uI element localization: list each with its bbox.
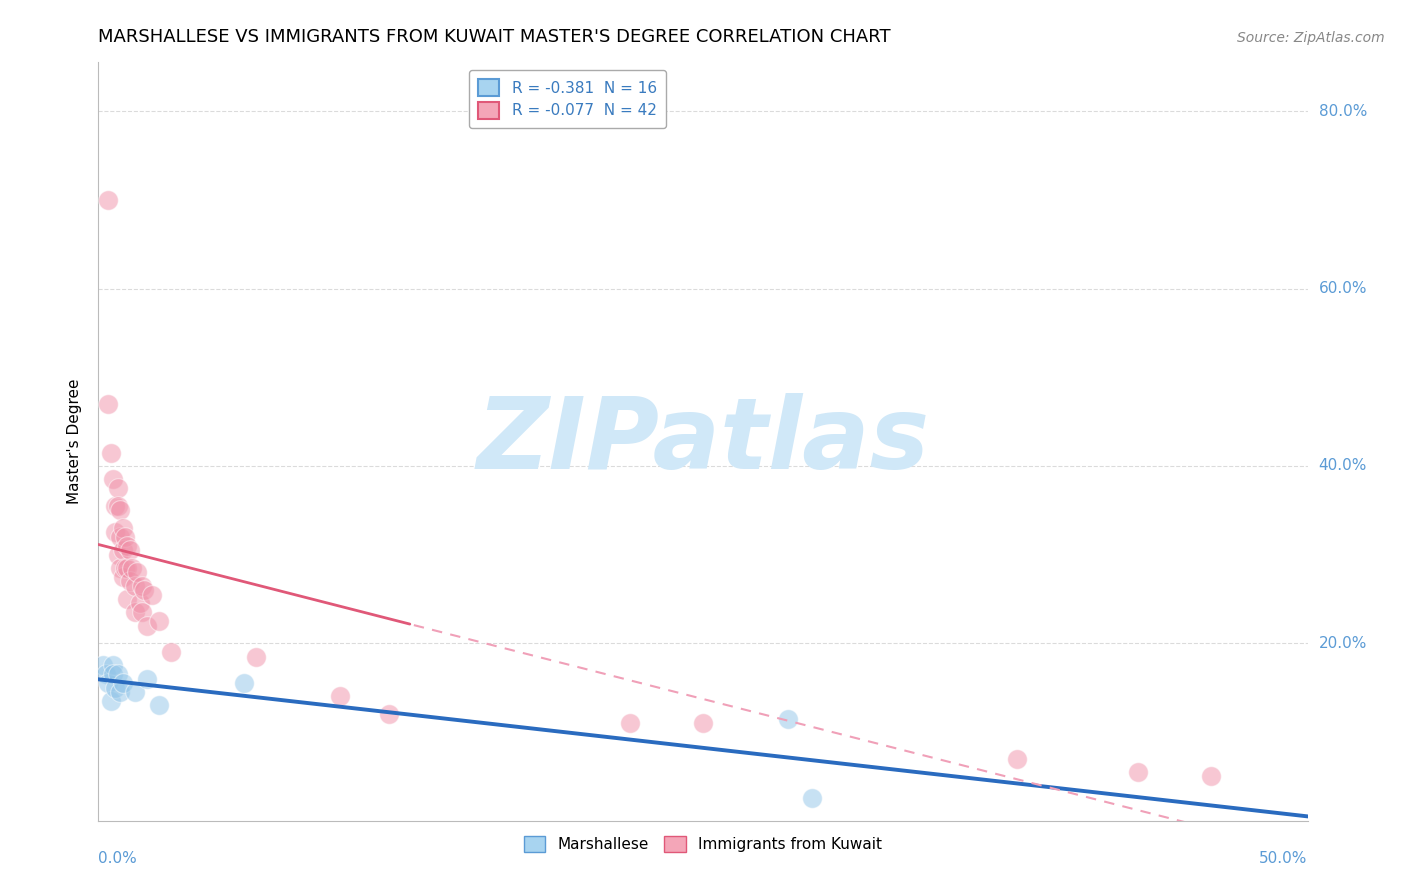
Text: 80.0%: 80.0% bbox=[1319, 103, 1367, 119]
Point bbox=[107, 667, 129, 681]
Y-axis label: Master's Degree: Master's Degree bbox=[67, 379, 83, 504]
Legend: Marshallese, Immigrants from Kuwait: Marshallese, Immigrants from Kuwait bbox=[517, 830, 889, 858]
Point bbox=[135, 618, 157, 632]
Point bbox=[131, 579, 153, 593]
Point bbox=[232, 676, 254, 690]
Point bbox=[141, 587, 163, 601]
Point bbox=[776, 712, 799, 726]
Point bbox=[245, 649, 267, 664]
Point bbox=[114, 530, 136, 544]
Point bbox=[329, 690, 352, 704]
Point bbox=[117, 539, 139, 553]
Point bbox=[124, 685, 146, 699]
Point bbox=[121, 561, 143, 575]
Point bbox=[118, 574, 141, 589]
Point bbox=[692, 716, 714, 731]
Point bbox=[111, 543, 134, 558]
Text: 20.0%: 20.0% bbox=[1319, 636, 1367, 651]
Point bbox=[108, 685, 131, 699]
Text: MARSHALLESE VS IMMIGRANTS FROM KUWAIT MASTER'S DEGREE CORRELATION CHART: MARSHALLESE VS IMMIGRANTS FROM KUWAIT MA… bbox=[98, 28, 891, 45]
Text: 0.0%: 0.0% bbox=[98, 851, 138, 866]
Point bbox=[97, 193, 120, 207]
Point bbox=[131, 605, 153, 619]
Point bbox=[104, 525, 127, 540]
Point bbox=[1128, 764, 1150, 779]
Text: Source: ZipAtlas.com: Source: ZipAtlas.com bbox=[1237, 31, 1385, 45]
Point bbox=[1199, 769, 1222, 783]
Text: 40.0%: 40.0% bbox=[1319, 458, 1367, 474]
Point bbox=[117, 591, 139, 606]
Point bbox=[148, 614, 170, 628]
Point bbox=[124, 579, 146, 593]
Point bbox=[124, 605, 146, 619]
Point bbox=[108, 561, 131, 575]
Text: ZIPatlas: ZIPatlas bbox=[477, 393, 929, 490]
Point bbox=[114, 561, 136, 575]
Point bbox=[101, 658, 124, 673]
Point bbox=[97, 397, 120, 411]
Point bbox=[127, 566, 149, 580]
Point bbox=[1007, 751, 1029, 765]
Point bbox=[800, 791, 823, 805]
Point bbox=[104, 499, 127, 513]
Point bbox=[91, 658, 114, 673]
Point bbox=[135, 672, 157, 686]
Point bbox=[107, 481, 129, 495]
Point bbox=[111, 521, 134, 535]
Point bbox=[108, 530, 131, 544]
Point bbox=[108, 503, 131, 517]
Point bbox=[134, 583, 156, 598]
Point bbox=[377, 707, 399, 722]
Point bbox=[94, 667, 117, 681]
Point bbox=[101, 667, 124, 681]
Point bbox=[107, 548, 129, 562]
Point bbox=[104, 681, 127, 695]
Text: 60.0%: 60.0% bbox=[1319, 281, 1367, 296]
Point bbox=[117, 561, 139, 575]
Point bbox=[148, 698, 170, 713]
Point bbox=[111, 676, 134, 690]
Point bbox=[111, 570, 134, 584]
Point bbox=[97, 676, 120, 690]
Point bbox=[619, 716, 641, 731]
Point bbox=[107, 499, 129, 513]
Point bbox=[160, 645, 183, 659]
Text: 50.0%: 50.0% bbox=[1260, 851, 1308, 866]
Point bbox=[128, 596, 150, 610]
Point bbox=[118, 543, 141, 558]
Point bbox=[101, 472, 124, 486]
Point bbox=[100, 694, 122, 708]
Point bbox=[100, 445, 122, 459]
